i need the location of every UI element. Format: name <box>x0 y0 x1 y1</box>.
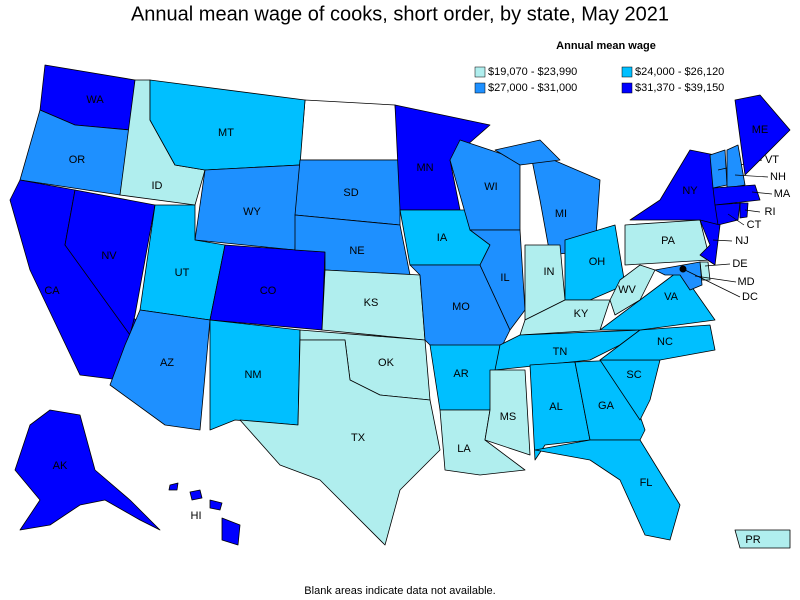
state <box>709 149 728 189</box>
state-label: MN <box>416 162 433 174</box>
state-label: CT <box>747 219 762 231</box>
state <box>714 202 741 226</box>
leader-line <box>727 213 745 226</box>
state <box>168 482 179 491</box>
state-label: PA <box>661 235 676 247</box>
state-label: IA <box>437 232 448 244</box>
state <box>739 202 749 219</box>
state-label: FL <box>640 477 653 489</box>
state <box>209 499 223 511</box>
state-no-data <box>299 99 401 161</box>
legend-swatch <box>621 82 633 94</box>
state-label: AK <box>53 460 68 472</box>
state-label: WV <box>618 284 636 296</box>
leader-line <box>704 263 731 267</box>
footnote: Blank areas indicate data not available. <box>304 585 495 597</box>
legend-label: $31,370 - $39,150 <box>635 82 724 94</box>
legend-label: $19,070 - $23,990 <box>488 66 577 78</box>
state-label: IN <box>544 266 555 278</box>
state-label: HI <box>191 510 202 522</box>
state-label: GA <box>598 400 615 412</box>
state-label: MT <box>218 127 234 139</box>
state-label: TN <box>553 346 568 358</box>
leader-line <box>682 268 741 298</box>
state-label: SD <box>343 187 358 199</box>
state-label: UT <box>175 267 190 279</box>
state-label: DE <box>732 258 747 270</box>
state-label: ID <box>152 180 163 192</box>
state-label: KS <box>364 297 379 309</box>
state-label: SC <box>626 369 641 381</box>
state <box>519 299 611 336</box>
legend-swatch <box>474 66 486 78</box>
leader-line <box>751 191 773 195</box>
state-label: CO <box>260 285 277 297</box>
legend-swatch <box>474 82 486 94</box>
state-label: LA <box>457 443 471 455</box>
leader-line <box>712 239 733 242</box>
state-label: VA <box>664 291 679 303</box>
state <box>469 229 526 331</box>
state <box>726 144 746 189</box>
state-label: MI <box>555 208 567 220</box>
state-label: MA <box>774 188 791 200</box>
state <box>734 529 791 549</box>
state-label: NE <box>349 245 364 257</box>
legend-swatch <box>621 66 633 78</box>
state <box>449 139 521 231</box>
leader-line <box>734 174 769 178</box>
map-title: Annual mean wage of cooks, short order, … <box>131 3 669 25</box>
state-label: ME <box>752 124 769 136</box>
leader-line <box>744 209 761 213</box>
state-label: NJ <box>735 235 748 247</box>
state-label: MO <box>452 301 470 313</box>
state-label: DC <box>742 291 758 303</box>
state <box>534 439 681 541</box>
state-label: OK <box>378 357 395 369</box>
state <box>529 361 591 461</box>
state-label: NY <box>682 185 698 197</box>
state <box>699 219 721 266</box>
state-label: CA <box>44 285 60 297</box>
state-label: MS <box>500 411 517 423</box>
state-label: WY <box>243 206 261 218</box>
state <box>734 94 791 176</box>
state-label: NC <box>657 336 673 348</box>
state <box>494 139 561 166</box>
state-label: AL <box>549 401 562 413</box>
state <box>712 184 761 206</box>
leader-line <box>694 275 737 283</box>
state-label: KY <box>574 308 589 320</box>
state-label: RI <box>765 206 776 218</box>
legend-label: $27,000 - $31,000 <box>488 82 577 94</box>
state-label: PR <box>745 534 760 546</box>
state-label: AR <box>453 368 468 380</box>
state-label: MD <box>737 276 754 288</box>
state-label: IL <box>500 272 509 284</box>
legend-title: Annual mean wage <box>556 40 656 52</box>
state-label: WA <box>86 94 104 106</box>
state <box>189 489 203 501</box>
state-label: AZ <box>160 357 174 369</box>
legend-label: $24,000 - $26,120 <box>635 66 724 78</box>
state-label: VT <box>765 154 779 166</box>
state <box>239 339 441 546</box>
state <box>64 189 156 336</box>
state-label: NM <box>244 369 261 381</box>
state <box>484 369 531 456</box>
state-label: TX <box>351 432 366 444</box>
state-label: OH <box>589 256 606 268</box>
state <box>221 517 241 546</box>
state-label: OR <box>69 154 86 166</box>
state-label: NV <box>101 250 117 262</box>
state <box>149 79 306 171</box>
state <box>564 224 626 301</box>
state-label: NH <box>770 171 786 183</box>
state <box>394 104 491 211</box>
state <box>14 409 161 531</box>
state <box>654 261 703 291</box>
state-label: WI <box>484 181 497 193</box>
